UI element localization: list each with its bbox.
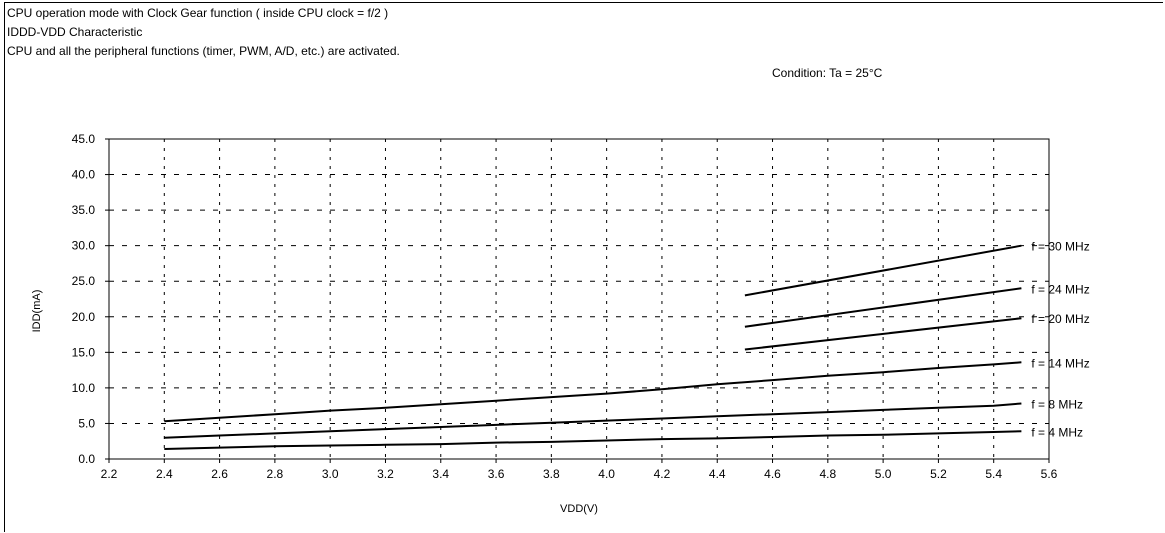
condition-label: Condition: Ta = 25°C — [772, 66, 883, 80]
y-tick-label: 20.0 — [72, 310, 96, 324]
series-line-1 — [744, 287, 1022, 328]
x-tick-label: 5.6 — [1041, 467, 1058, 481]
x-tick-label: 4.2 — [654, 467, 671, 481]
y-tick-label: 5.0 — [78, 416, 95, 430]
y-tick-label: 15.0 — [72, 345, 96, 359]
x-tick-label: 5.4 — [985, 467, 1002, 481]
y-axis-label: IDD(mA) — [31, 290, 43, 333]
x-tick-label: 5.0 — [875, 467, 892, 481]
series-label-5: f = 4 MHz — [1031, 425, 1083, 439]
series-layer: f = 30 MHz f = 24 MHz f = 20 MHz f = 14 MHz… — [164, 240, 1090, 450]
y-tick-label: 25.0 — [72, 274, 96, 288]
y-tick-label: 10.0 — [72, 381, 96, 395]
chart-frame — [4, 2, 1163, 532]
plot-area — [108, 138, 1050, 460]
x-tick-label: 3.2 — [377, 467, 394, 481]
ticks-layer: 2.2 2.4 2.6 2.8 3.0 3.2 3.4 3.6 3.8 4.0 4.2 4.4 4.6 4… — [72, 132, 1058, 481]
x-axis-label: VDD(V) — [560, 503, 598, 515]
x-tick-label: 4.4 — [709, 467, 726, 481]
series-label-3: f = 14 MHz — [1031, 356, 1089, 370]
x-tick-label: 3.8 — [543, 467, 560, 481]
y-tick-label: 45.0 — [72, 132, 96, 146]
x-tick-label: 2.8 — [267, 467, 284, 481]
series-line-3 — [164, 361, 1022, 423]
x-tick-label: 3.4 — [432, 467, 449, 481]
y-tick-label: 0.0 — [78, 452, 95, 466]
series-line-2 — [744, 317, 1022, 351]
y-tick-label: 40.0 — [72, 168, 96, 182]
x-tick-label: 3.6 — [488, 467, 505, 481]
series-line-4 — [164, 402, 1022, 439]
y-tick-label: 30.0 — [72, 239, 96, 253]
header-line-2: IDDD-VDD Characteristic — [7, 25, 143, 39]
x-tick-label: 2.4 — [156, 467, 173, 481]
x-tick-label: 2.6 — [211, 467, 228, 481]
x-tick-label: 4.8 — [819, 467, 836, 481]
series-line-5 — [164, 430, 1022, 450]
y-tick-label: 35.0 — [72, 203, 96, 217]
series-line-0 — [744, 244, 1022, 297]
x-tick-label: 5.2 — [930, 467, 947, 481]
header-line-3: CPU and all the peripheral functions (ti… — [7, 44, 400, 58]
series-label-4: f = 8 MHz — [1031, 398, 1083, 412]
x-tick-label: 2.2 — [101, 467, 118, 481]
x-tick-label: 3.0 — [322, 467, 339, 481]
series-label-2: f = 20 MHz — [1031, 312, 1089, 326]
x-tick-label: 4.0 — [598, 467, 615, 481]
header-line-1: CPU operation mode with Clock Gear funct… — [7, 6, 389, 20]
x-tick-label: 4.6 — [764, 467, 781, 481]
series-label-0: f = 30 MHz — [1031, 240, 1089, 254]
grid-layer — [109, 139, 1049, 459]
series-label-1: f = 24 MHz — [1031, 282, 1089, 296]
